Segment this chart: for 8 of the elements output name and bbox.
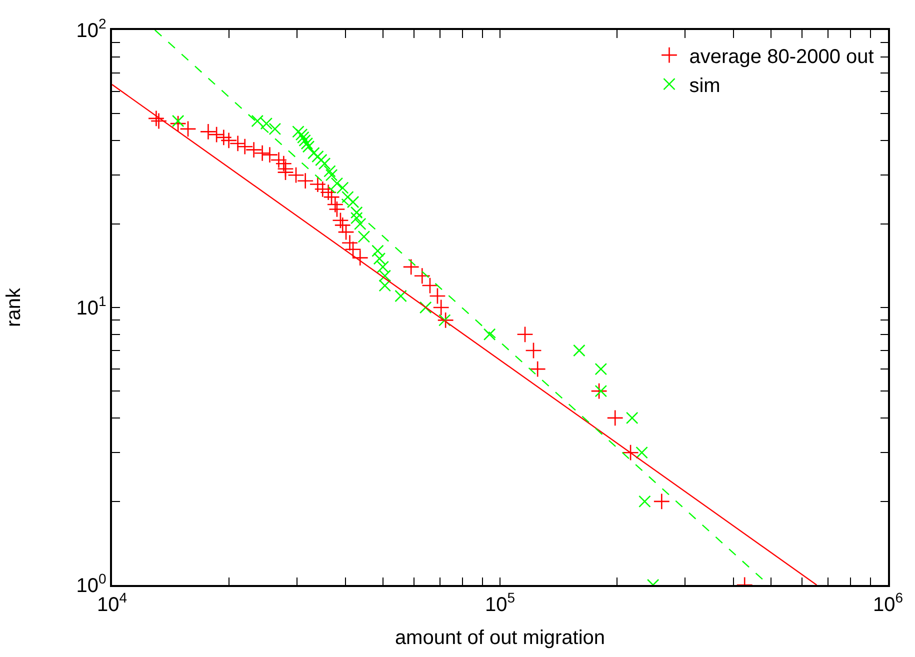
legend-label: average 80-2000 out (689, 46, 874, 68)
legend-label: sim (689, 74, 720, 97)
y-axis-title: rank (3, 287, 26, 327)
x-tick-label: 10$^{6}$ (872, 589, 904, 616)
y-tick-label: 10$^{1}$ (76, 293, 106, 320)
y-tick-label: 10$^{2}$ (76, 16, 106, 42)
x-tick-label: 10$^{5}$ (484, 589, 516, 616)
x-axis-title: amount of out migration (394, 626, 606, 649)
